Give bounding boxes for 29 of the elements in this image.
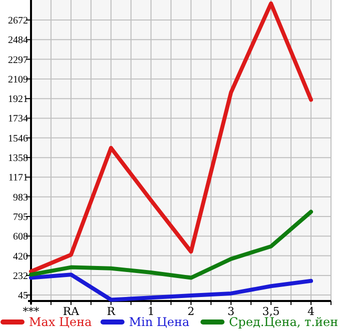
- x-tick-label: 3,5: [262, 305, 280, 318]
- y-tick-label: 1921: [8, 94, 28, 106]
- line-series: [29, 1, 313, 274]
- y-tick-label: 232: [13, 270, 28, 282]
- y-tick-label: 795: [13, 212, 28, 224]
- y-tick-label: 420: [13, 251, 28, 262]
- y-tick-label: 1734: [8, 114, 28, 125]
- line-series: [29, 272, 313, 302]
- x-tick-label: ***: [22, 305, 40, 318]
- y-tick-label: 1546: [8, 133, 28, 144]
- x-tick-label: 3: [228, 305, 234, 318]
- line-series: [29, 210, 313, 280]
- legend-label: Сред.Цена, т.йен: [229, 315, 338, 329]
- y-tick-label: 983: [13, 192, 28, 204]
- legend-label: Max Цена: [29, 315, 92, 329]
- legend-label: Min Цена: [129, 315, 190, 329]
- x-tick-label: 4: [308, 305, 314, 318]
- y-tick-label: 1171: [8, 172, 28, 184]
- y-tick-label: 1358: [8, 153, 28, 164]
- y-tick-label: 45: [18, 290, 28, 302]
- y-tick-label: 2297: [8, 54, 28, 66]
- y-tick-label: 2109: [8, 74, 28, 86]
- y-tick-label: 2672: [8, 15, 28, 26]
- x-tick-label: RA: [62, 305, 80, 318]
- x-tick-label: 2: [188, 305, 194, 318]
- y-tick-label: 608: [13, 232, 28, 243]
- y-tick-label: 2484: [8, 35, 28, 46]
- x-tick-label: R: [106, 305, 116, 318]
- x-tick-label: 1: [148, 305, 154, 318]
